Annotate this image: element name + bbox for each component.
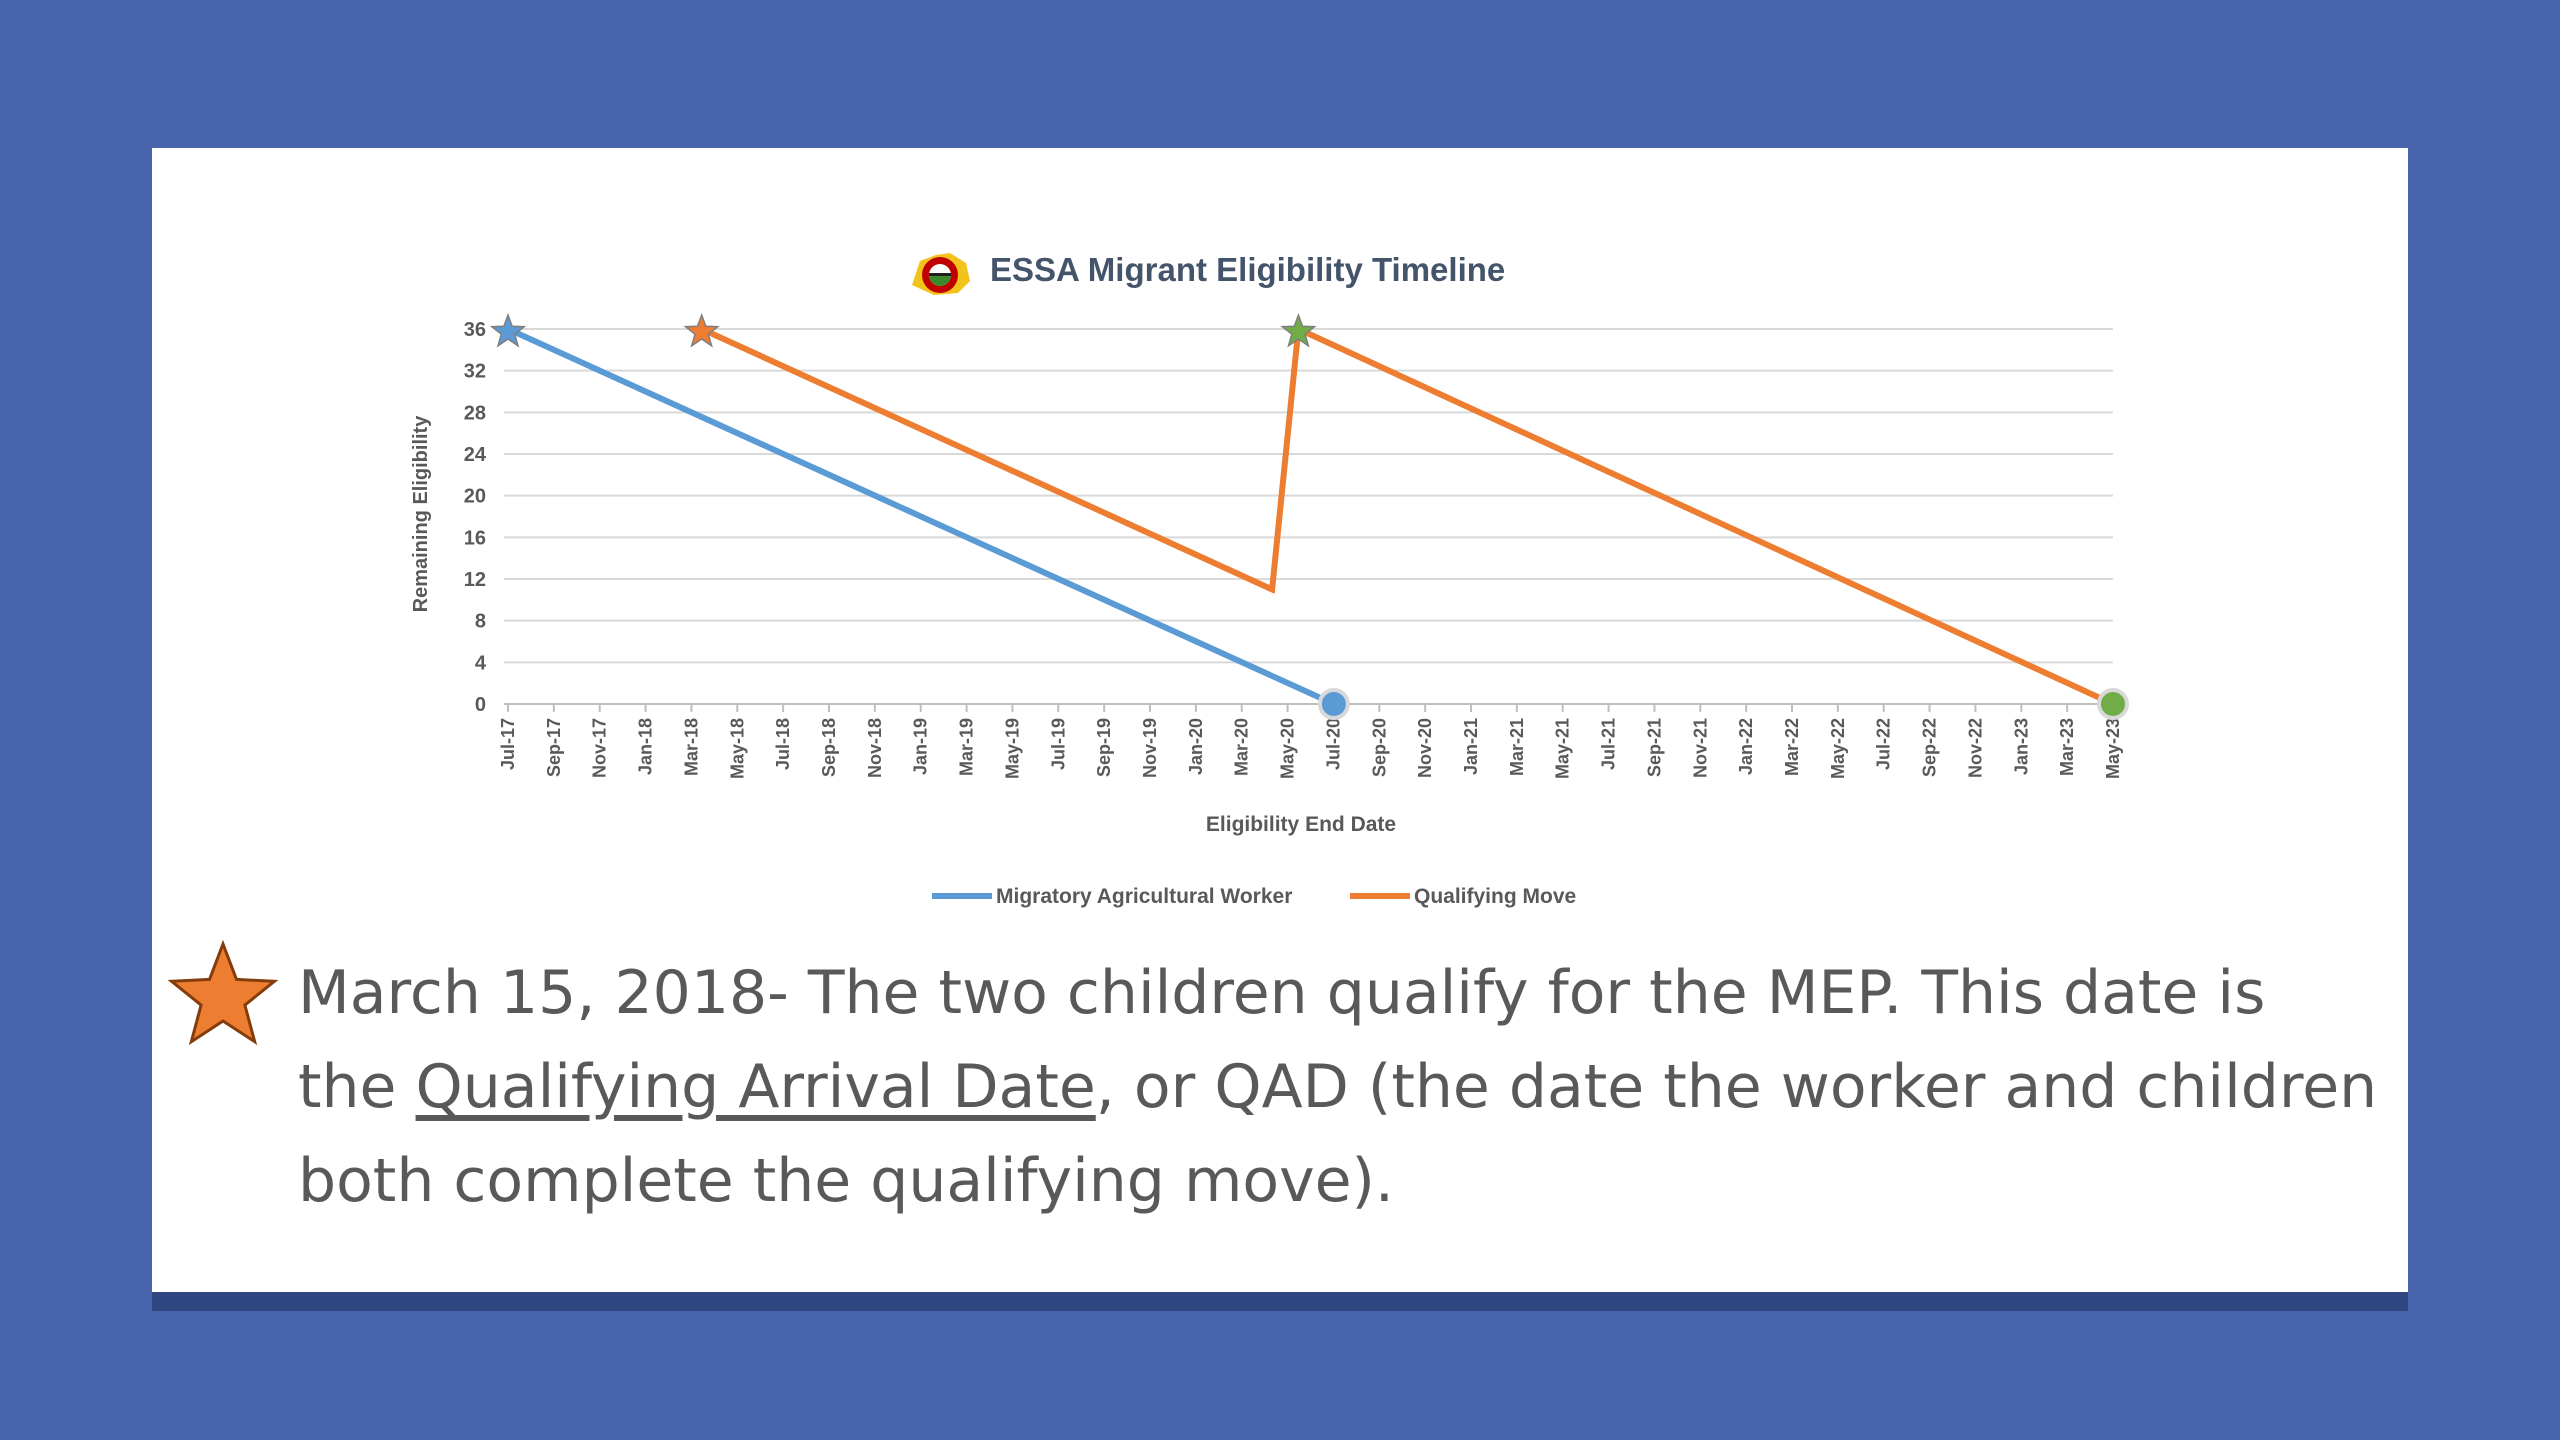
x-tick-label: Nov-22 — [1965, 718, 1985, 778]
y-tick-label: 36 — [464, 319, 486, 341]
y-tick-label: 12 — [464, 569, 486, 591]
y-tick-label: 28 — [464, 402, 486, 424]
legend-label: Qualifying Move — [1414, 885, 1576, 908]
y-tick-label: 16 — [464, 527, 486, 549]
legend-label: Migratory Agricultural Worker — [996, 885, 1292, 908]
x-tick-label: Sep-20 — [1369, 718, 1389, 777]
x-tick-label: Nov-18 — [865, 718, 885, 778]
caption-part-2: , or QAD (the date the worker and childr… — [298, 1052, 2378, 1216]
x-tick-label: Jan-20 — [1186, 718, 1206, 775]
x-tick-label: Mar-20 — [1232, 718, 1252, 776]
x-tick-label: May-21 — [1553, 718, 1573, 779]
x-tick-label: Sep-18 — [819, 718, 839, 777]
x-tick-label: Jul-21 — [1599, 718, 1619, 770]
x-tick-label: Nov-17 — [590, 718, 610, 778]
eligibility-logo-icon — [912, 253, 970, 295]
x-tick-label: Sep-17 — [544, 718, 564, 777]
x-tick-label: Nov-21 — [1690, 718, 1710, 778]
y-axis-label: Remaining Eligibility — [410, 415, 432, 613]
x-tick-label: May-18 — [727, 718, 747, 779]
chart-series — [506, 324, 2115, 707]
x-tick-label: Jul-19 — [1048, 718, 1068, 770]
circle-marker — [1317, 688, 1350, 720]
x-tick-label: Mar-22 — [1782, 718, 1802, 776]
caption-part-1: March 15, 2018- The two children qualify… — [298, 958, 2266, 1122]
x-tick-label: Sep-19 — [1094, 718, 1114, 777]
x-tick-label: Mar-23 — [2057, 718, 2077, 776]
x-tick-label: Jul-20 — [1323, 718, 1343, 770]
y-tick-label: 32 — [464, 361, 486, 383]
x-tick-label: Jan-18 — [636, 718, 656, 775]
x-tick-label: Nov-20 — [1415, 718, 1435, 778]
x-tick-label: May-19 — [1002, 718, 1022, 779]
series-line-0 — [506, 326, 1336, 707]
circle-marker — [2097, 688, 2129, 720]
y-tick-label: 8 — [475, 611, 486, 633]
x-axis-ticks: Jul-17 Sep-17 Nov-17 Jan-18 Mar-18 May-18 Jul-… — [498, 704, 2123, 779]
y-tick-label: 20 — [464, 486, 486, 508]
x-tick-label: Mar-21 — [1507, 718, 1527, 776]
x-tick-label: May-22 — [1828, 718, 1848, 779]
y-tick-label: 24 — [464, 444, 487, 466]
x-tick-label: Jan-22 — [1736, 718, 1756, 775]
slide-card: ESSA Migrant Eligibility Timeline 0 4 8 12 1… — [152, 148, 2408, 1292]
x-tick-label: Nov-19 — [1140, 718, 1160, 778]
x-tick-label: Jul-22 — [1874, 718, 1894, 770]
x-tick-label: Jan-21 — [1461, 718, 1481, 775]
star-marker — [1280, 312, 1317, 348]
x-tick-label: May-20 — [1278, 718, 1298, 779]
y-tick-label: 4 — [475, 652, 487, 674]
chart-title: ESSA Migrant Eligibility Timeline — [990, 251, 1505, 288]
caption-text: March 15, 2018- The two children qualify… — [298, 946, 2378, 1228]
x-tick-label: Mar-19 — [957, 718, 977, 776]
orange-star-icon — [167, 939, 279, 1046]
x-tick-label: Mar-18 — [681, 718, 701, 776]
chart-gridlines — [504, 328, 2113, 705]
chart-markers — [489, 312, 2129, 720]
series-line-1 — [700, 324, 2115, 707]
x-axis-label: Eligibility End Date — [1206, 813, 1396, 836]
x-tick-label: Sep-21 — [1644, 718, 1664, 777]
x-tick-label: Sep-22 — [1920, 718, 1940, 777]
star-marker — [489, 312, 527, 348]
x-tick-label: Jan-23 — [2011, 718, 2031, 775]
x-tick-label: Jul-18 — [773, 718, 793, 770]
x-tick-label: Jan-19 — [911, 718, 931, 775]
chart-legend: Migratory Agricultural Worker Qualifying … — [932, 885, 1576, 908]
eligibility-chart: ESSA Migrant Eligibility Timeline 0 4 8 12 1… — [410, 251, 2129, 908]
x-tick-label: May-23 — [2103, 718, 2123, 779]
y-axis-ticks: 0 4 8 12 16 20 24 28 32 36 — [464, 319, 487, 716]
x-tick-label: Jul-17 — [498, 718, 518, 770]
y-tick-label: 0 — [475, 694, 486, 716]
qualifying-arrival-date-term: Qualifying Arrival Date — [415, 1052, 1096, 1122]
star-marker — [683, 312, 720, 348]
